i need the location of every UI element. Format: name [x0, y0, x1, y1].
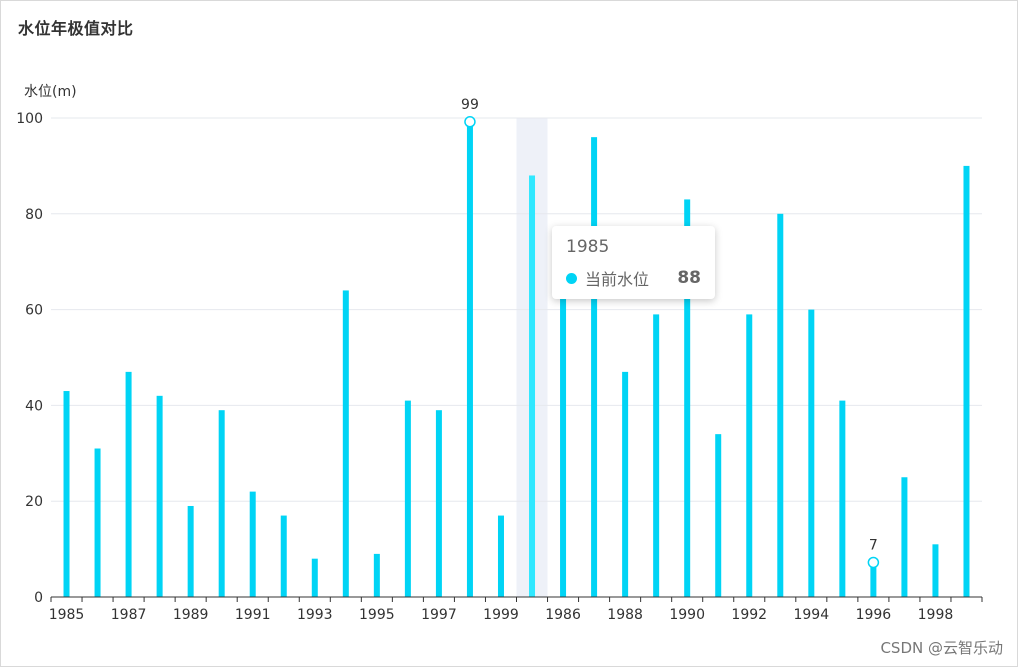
bar: [901, 477, 908, 597]
data-label: 99: [461, 97, 479, 113]
bar: [684, 199, 691, 597]
tooltip-series-name: 当前水位: [585, 270, 650, 289]
bar: [963, 165, 970, 597]
bar: [653, 314, 660, 597]
data-label: 7: [869, 537, 878, 553]
y-axis-label: 水位(m): [24, 84, 77, 100]
x-tick-label: 1998: [918, 607, 954, 623]
x-tick-label: 1986: [545, 607, 581, 623]
bar: [466, 122, 473, 597]
bar: [497, 515, 504, 597]
bar: [870, 563, 877, 597]
bar: [932, 544, 939, 597]
y-tick-label: 80: [25, 207, 43, 223]
bar: [156, 395, 163, 597]
bar: [435, 410, 442, 597]
bar: [249, 491, 256, 597]
bar: [591, 137, 598, 597]
y-tick-label: 0: [34, 590, 43, 606]
x-tick-label: 1995: [359, 607, 395, 623]
x-tick-label: 1988: [607, 607, 643, 623]
tooltip-value: 88: [677, 268, 701, 288]
y-tick-label: 60: [25, 303, 43, 319]
bar: [808, 309, 815, 597]
bar: [373, 553, 380, 597]
tooltip-title: 1985: [566, 237, 610, 257]
bar: [94, 448, 101, 597]
bar: [342, 290, 349, 597]
bar: [560, 276, 567, 597]
x-tick-label: 1993: [297, 607, 333, 623]
tooltip: 1985 当前水位 88: [552, 226, 715, 299]
x-tick-label: 1997: [421, 607, 457, 623]
x-tick-label: 1999: [483, 607, 519, 623]
bar: [187, 505, 194, 597]
data-point-marker: [867, 556, 880, 569]
x-tick-label: 1992: [731, 607, 767, 623]
x-tick-label: 1991: [235, 607, 271, 623]
bar: [280, 515, 287, 597]
bar: [529, 175, 536, 598]
x-tick-label: 1985: [49, 607, 85, 623]
x-tick-label: 1996: [856, 607, 892, 623]
y-tick-label: 40: [25, 398, 43, 414]
data-point-marker: [464, 116, 476, 128]
y-tick-label: 100: [16, 111, 43, 127]
x-tick-label: 1987: [111, 607, 147, 623]
bar: [63, 391, 70, 597]
x-tick-label: 1990: [669, 607, 705, 623]
bar: [839, 400, 846, 597]
bar: [622, 371, 629, 597]
bar: [746, 314, 753, 597]
chart-title: 水位年极值对比: [18, 19, 134, 38]
x-tick-label: 1994: [793, 607, 829, 623]
bar: [125, 371, 132, 597]
series-color-dot-icon: [566, 272, 577, 284]
bar: [404, 400, 411, 597]
bar: [311, 558, 318, 597]
x-tick-label: 1989: [173, 607, 209, 623]
bar: [715, 434, 722, 597]
bar: [777, 213, 784, 598]
tooltip-row: 当前水位 88: [566, 266, 701, 290]
y-tick-label: 20: [25, 494, 43, 510]
watermark: CSDN @云智乐动: [880, 639, 1003, 657]
bar: [218, 410, 225, 597]
